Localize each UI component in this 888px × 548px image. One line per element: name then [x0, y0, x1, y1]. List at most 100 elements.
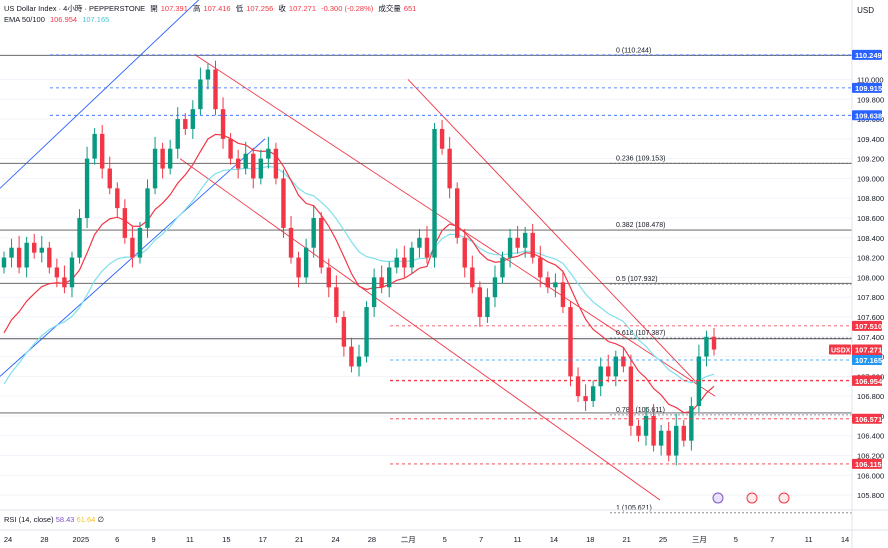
- price-marker-label: 110.249: [855, 51, 882, 60]
- volume-value: 651: [403, 4, 417, 13]
- candle-body: [681, 425, 686, 441]
- ema-legend[interactable]: EMA 50/100 106.954 107.165: [4, 15, 112, 24]
- candle-body: [568, 307, 573, 377]
- price-marker-label: 109.638: [855, 111, 882, 120]
- symbol-tag-box: [829, 344, 851, 355]
- candle-body: [303, 247, 309, 278]
- price-marker-box: [852, 320, 882, 331]
- price-marker-label: 107.165: [855, 356, 882, 365]
- candle-body: [99, 133, 105, 169]
- time-tick-label: 6: [115, 535, 119, 544]
- candle-body: [69, 257, 75, 288]
- event-marker: [746, 492, 758, 504]
- open-label: 開: [150, 4, 158, 13]
- candle-body: [454, 188, 460, 238]
- event-marker: [712, 492, 724, 504]
- candle-body: [107, 168, 112, 189]
- candle-body: [439, 128, 445, 149]
- time-tick-label: 9: [151, 535, 155, 544]
- candle-body: [334, 287, 339, 317]
- time-tick-label: 7: [770, 535, 774, 544]
- candle-body: [402, 257, 407, 268]
- candle-body: [379, 277, 384, 288]
- time-axis[interactable]: 24 28 2025 6 9 11 15 17 21 24 28 二月 5 7 11 14 18 21 25 三月 5 7…: [4, 535, 849, 544]
- candle-body: [160, 148, 165, 169]
- low-value: 107.256: [246, 4, 274, 13]
- time-tick-label: 5: [734, 535, 738, 544]
- ema50-line: [3, 133, 715, 414]
- time-tick-label: 25: [659, 535, 667, 544]
- candle-body: [39, 247, 44, 253]
- price-tick-label: 108.400: [857, 234, 884, 243]
- price-marker-label: 106.954: [855, 377, 883, 386]
- event-markers: [712, 492, 790, 504]
- volume-label: 成交量: [378, 4, 401, 13]
- candle-body: [1, 257, 7, 268]
- candle-body: [288, 227, 294, 258]
- time-tick-label: 24: [4, 535, 12, 544]
- candle-body: [689, 406, 694, 441]
- fib-label: 1 (105.621): [616, 505, 652, 512]
- candle-body: [243, 153, 248, 169]
- candle-body: [24, 242, 29, 268]
- candle-body: [54, 267, 60, 278]
- price-tick-label: 108.800: [857, 194, 884, 203]
- candle-body: [522, 232, 528, 248]
- ema100-value: 107.165: [82, 15, 110, 24]
- candle-body: [145, 188, 150, 228]
- candle-body: [220, 109, 226, 139]
- candle-body: [583, 396, 588, 402]
- ema50-value: 106.954: [49, 15, 78, 24]
- price-tick-label: 109.400: [857, 135, 884, 144]
- time-tick-label: 28: [40, 535, 48, 544]
- price-tick-label: 109.800: [857, 95, 884, 104]
- event-marker: [778, 492, 790, 504]
- candle-body: [356, 356, 362, 367]
- price-marker-box: [852, 110, 882, 121]
- fib-label: 0.786 (106.611): [616, 407, 665, 414]
- price-tick-label: 106.200: [857, 452, 884, 461]
- candle-body: [115, 188, 120, 209]
- candle-body: [251, 153, 256, 179]
- candle-body: [674, 425, 679, 456]
- price-marker-label: 106.571: [855, 415, 882, 424]
- rsi-legend[interactable]: RSI (14, close) 58.43 61.64 ∅: [4, 515, 104, 524]
- candle-body: [492, 277, 498, 298]
- time-tick-label: 15: [222, 535, 230, 544]
- candle-body: [130, 237, 135, 258]
- price-marker-box: [852, 458, 882, 469]
- price-marker-box: [852, 413, 882, 424]
- red-channel-2-upper: [407, 79, 701, 387]
- symbol-name[interactable]: US Dollar Index · 4小時 · PEPPERSTONE: [4, 4, 146, 13]
- candle-body: [62, 277, 67, 288]
- candle-body: [621, 356, 626, 367]
- candle-body: [167, 148, 173, 169]
- candle-body: [424, 237, 430, 258]
- time-tick-label: 三月: [692, 535, 707, 544]
- candle-body: [122, 208, 128, 238]
- candle-body: [470, 267, 475, 288]
- candle-body: [485, 297, 490, 317]
- candle-body: [190, 109, 196, 129]
- candle-body: [235, 158, 241, 169]
- time-tick-label: 2025: [72, 535, 89, 544]
- price-tick-label: 106.800: [857, 392, 884, 401]
- candle-body: [575, 376, 581, 397]
- candle-body: [371, 277, 377, 308]
- candle-body: [364, 307, 369, 357]
- candle-body: [500, 257, 505, 278]
- candle-body: [658, 430, 664, 446]
- low-label: 低: [235, 4, 244, 13]
- candle-body: [258, 158, 264, 179]
- time-tick-label: 21: [622, 535, 630, 544]
- currency-label[interactable]: USD: [857, 6, 874, 15]
- price-tick-label: 109.000: [857, 174, 884, 183]
- candle-body: [198, 79, 203, 110]
- chart-grid: [0, 78, 852, 496]
- fib-label: 0.618 (107.387): [616, 330, 665, 337]
- candle-body: [349, 346, 354, 367]
- close-value: 107.271: [288, 4, 317, 13]
- price-marker-label: 106.115: [855, 460, 882, 469]
